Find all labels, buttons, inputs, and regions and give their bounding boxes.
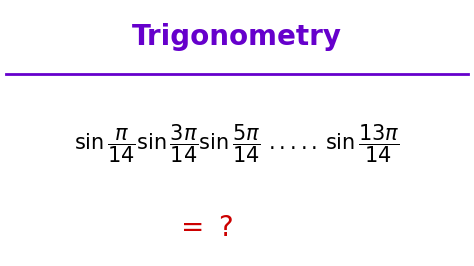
- Text: Trigonometry: Trigonometry: [132, 23, 342, 51]
- Text: $\mathdefault{sin}\,\dfrac{\pi}{14}\mathdefault{sin}\,\dfrac{3\pi}{14}\mathdefau: $\mathdefault{sin}\,\dfrac{\pi}{14}\math…: [74, 122, 400, 165]
- Text: $=\ ?$: $=\ ?$: [175, 214, 233, 242]
